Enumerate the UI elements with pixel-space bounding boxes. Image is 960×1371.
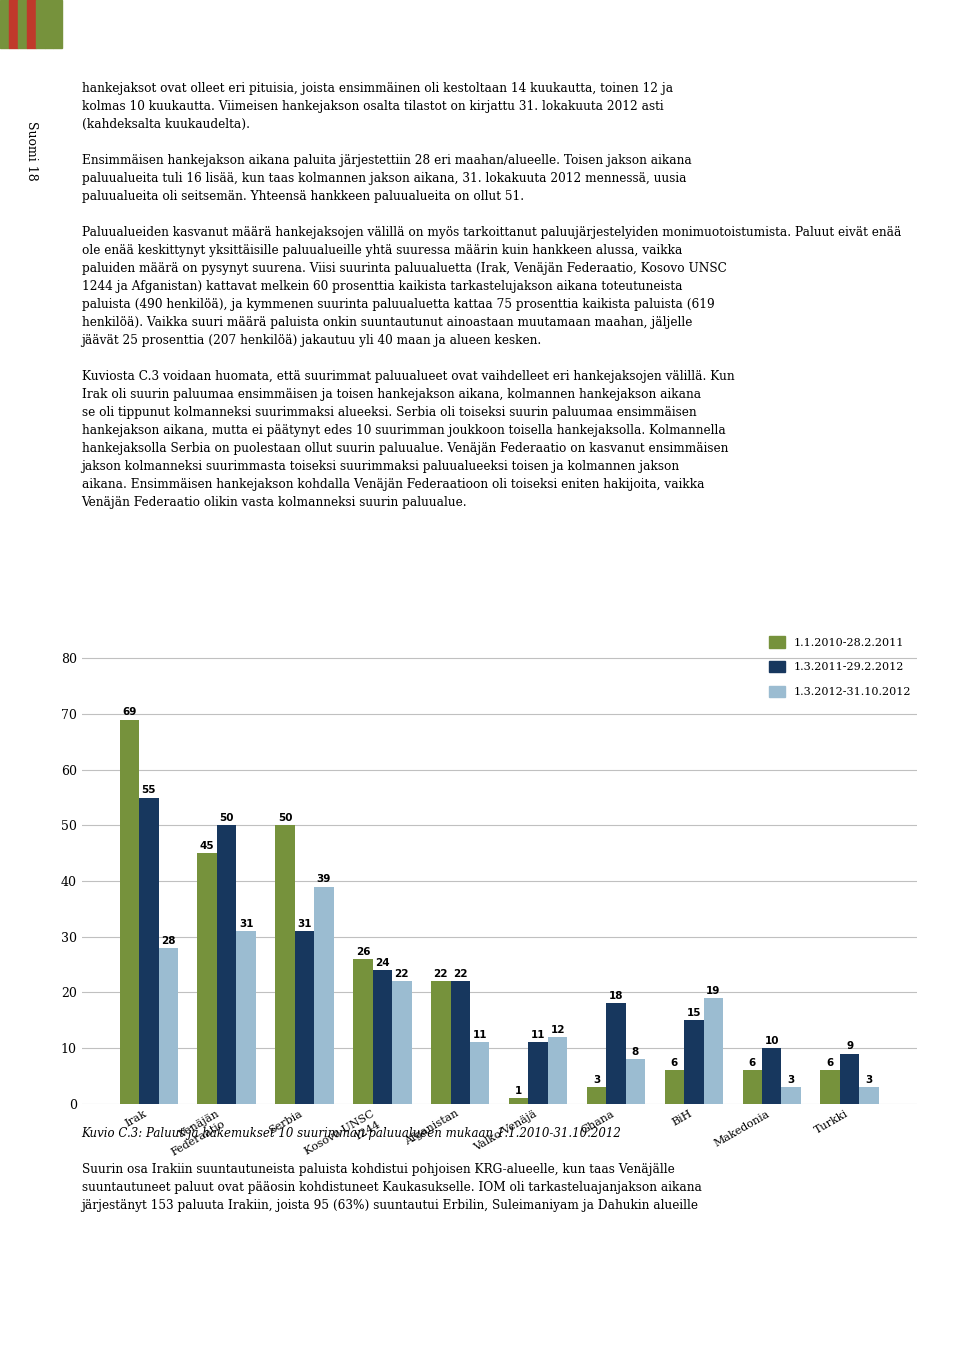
Text: 55: 55 xyxy=(141,786,156,795)
Text: 28: 28 xyxy=(161,935,176,946)
Text: 10: 10 xyxy=(764,1035,779,1046)
Bar xyxy=(314,887,334,1104)
Bar xyxy=(372,971,392,1104)
Text: hankejaksot ovat olleet eri pituisia, joista ensimmäinen oli kestoltaan 14 kuuka: hankejaksot ovat olleet eri pituisia, jo… xyxy=(82,82,901,509)
Bar xyxy=(781,1087,801,1104)
Text: 6: 6 xyxy=(827,1058,834,1068)
Bar xyxy=(295,931,314,1104)
Bar xyxy=(762,1047,781,1104)
Bar xyxy=(528,1042,548,1104)
Bar xyxy=(840,1053,859,1104)
Bar xyxy=(158,947,178,1104)
Text: 3: 3 xyxy=(787,1075,795,1084)
Bar xyxy=(44,0,54,48)
Text: 39: 39 xyxy=(317,875,331,884)
Bar xyxy=(36,0,44,48)
Bar xyxy=(198,853,217,1104)
Bar xyxy=(704,998,723,1104)
Text: 22: 22 xyxy=(453,969,468,979)
Legend: 1.1.2010-28.2.2011, 1.3.2011-29.2.2012, 1.3.2012-31.10.2012: 1.1.2010-28.2.2011, 1.3.2011-29.2.2012, … xyxy=(769,636,911,698)
Text: 11: 11 xyxy=(531,1030,545,1041)
Text: 50: 50 xyxy=(277,813,292,823)
Text: 31: 31 xyxy=(239,919,253,930)
Text: 24: 24 xyxy=(375,958,390,968)
Bar xyxy=(236,931,256,1104)
Text: 12: 12 xyxy=(550,1024,564,1035)
Text: 18: 18 xyxy=(609,991,623,1001)
Bar xyxy=(54,0,62,48)
Bar xyxy=(27,0,36,48)
Bar xyxy=(684,1020,704,1104)
Text: 6: 6 xyxy=(671,1058,678,1068)
Bar xyxy=(509,1098,528,1104)
Bar xyxy=(276,825,295,1104)
Text: 22: 22 xyxy=(395,969,409,979)
Bar xyxy=(664,1071,684,1104)
Text: 3: 3 xyxy=(866,1075,873,1084)
Bar xyxy=(217,825,236,1104)
Bar xyxy=(607,1004,626,1104)
Bar xyxy=(139,798,158,1104)
Text: 50: 50 xyxy=(220,813,234,823)
Bar xyxy=(859,1087,878,1104)
Text: 1: 1 xyxy=(516,1086,522,1095)
Text: Suurin osa Irakiin suuntautuneista paluista kohdistui pohjoisen KRG-alueelle, ku: Suurin osa Irakiin suuntautuneista palui… xyxy=(82,1163,702,1212)
Bar xyxy=(9,0,18,48)
Text: 3: 3 xyxy=(593,1075,600,1084)
Bar xyxy=(587,1087,607,1104)
Text: Kuvio C.3: Paluut ja hakemukset 10 suurimman paluualueen mukaan 1.1.2010-31.10.2: Kuvio C.3: Paluut ja hakemukset 10 suuri… xyxy=(82,1127,621,1141)
Text: 19: 19 xyxy=(707,986,721,995)
Bar xyxy=(0,0,9,48)
Text: 15: 15 xyxy=(686,1008,701,1017)
Bar xyxy=(626,1060,645,1104)
Bar xyxy=(392,982,412,1104)
Bar xyxy=(548,1036,567,1104)
Text: 22: 22 xyxy=(434,969,448,979)
Text: 45: 45 xyxy=(200,840,214,851)
Text: 69: 69 xyxy=(122,707,136,717)
Bar xyxy=(742,1071,762,1104)
Bar xyxy=(821,1071,840,1104)
Bar xyxy=(18,0,27,48)
Text: Suomi 18: Suomi 18 xyxy=(25,121,37,181)
Bar xyxy=(431,982,450,1104)
Text: 31: 31 xyxy=(298,919,312,930)
Bar xyxy=(353,958,372,1104)
Text: 11: 11 xyxy=(472,1030,487,1041)
Bar xyxy=(450,982,470,1104)
Bar xyxy=(120,720,139,1104)
Bar xyxy=(470,1042,490,1104)
Text: 6: 6 xyxy=(749,1058,756,1068)
Text: 8: 8 xyxy=(632,1047,639,1057)
Text: 26: 26 xyxy=(355,947,371,957)
Text: 9: 9 xyxy=(846,1042,853,1052)
